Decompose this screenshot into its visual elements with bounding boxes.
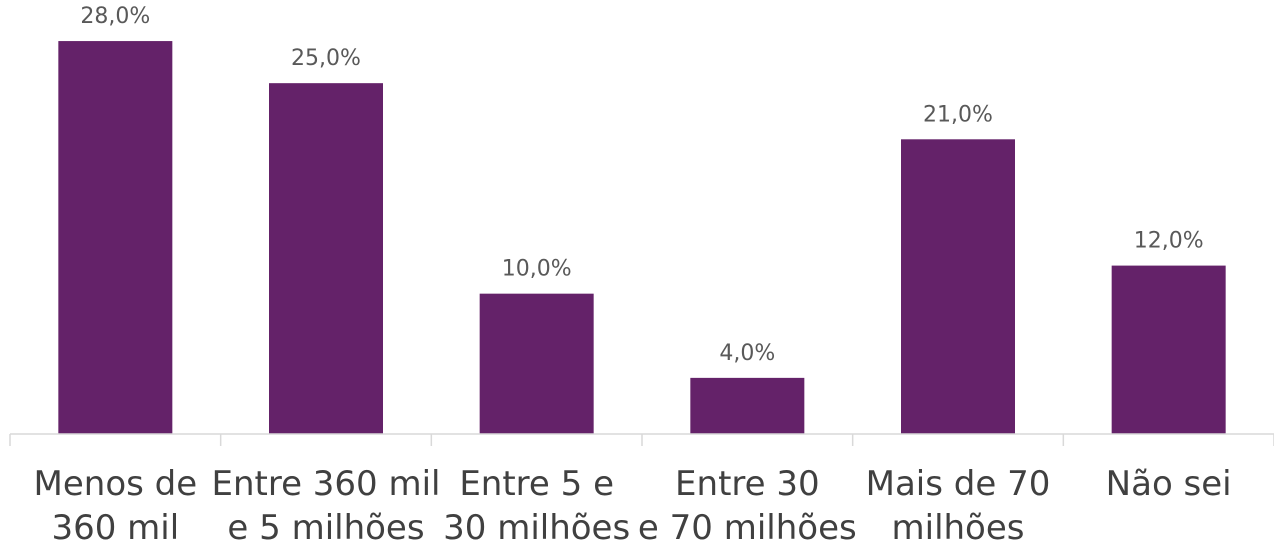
bars-group — [58, 41, 1226, 435]
category-label-line: e 70 milhões — [638, 508, 857, 545]
bar — [901, 139, 1015, 435]
value-label: 25,0% — [291, 46, 361, 71]
category-label: Mais de 70 milhões — [866, 464, 1051, 545]
category-label-line: Mais de 70 — [866, 464, 1051, 504]
value-label: 4,0% — [719, 341, 775, 366]
value-label: 21,0% — [923, 102, 993, 127]
category-label-line: e 5 milhões — [227, 508, 424, 545]
value-label: 10,0% — [502, 257, 572, 282]
category-label: Entre 30 e 70 milhões — [638, 464, 857, 545]
category-label: Menos de 360 mil — [34, 464, 198, 545]
value-label: 28,0% — [80, 4, 150, 29]
category-label-line: Entre 30 — [675, 464, 820, 504]
bar — [58, 41, 173, 435]
category-label: Não sei — [1106, 464, 1232, 504]
category-label: Entre 360 mil e 5 milhões — [211, 464, 440, 545]
category-label-line: Entre 5 e — [459, 464, 614, 504]
category-label-line: Entre 360 mil — [211, 464, 440, 504]
category-label-line: Não sei — [1106, 464, 1232, 504]
category-label: Entre 5 e 30 milhões — [443, 464, 630, 545]
category-label-line: 360 mil — [51, 508, 179, 545]
value-labels-group: 28,0% 25,0% 10,0% 4,0% 21,0% 12,0% — [80, 4, 1203, 366]
bar — [1111, 265, 1226, 434]
x-axis — [9, 433, 1274, 446]
bar — [690, 377, 805, 434]
category-label-line: Menos de — [34, 464, 198, 504]
category-label-line: 30 milhões — [443, 508, 630, 545]
value-label: 12,0% — [1134, 229, 1204, 254]
category-label-line: milhões — [892, 508, 1025, 545]
bar — [479, 293, 594, 434]
bar — [269, 83, 383, 435]
